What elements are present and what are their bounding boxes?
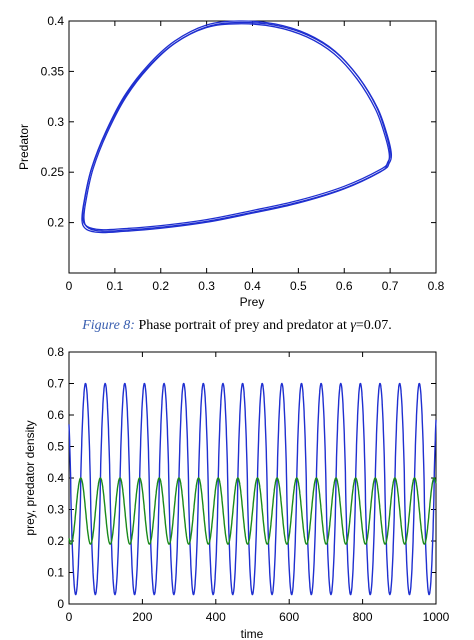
time-series-chart: 0 200 400 600 800 1000 0 0.1 0.2 0.3 0.4 0.5 0.6 0.7… (23, 345, 450, 640)
y-tick-label: 0.7 (47, 377, 64, 391)
phase-plot-frame (68, 20, 437, 274)
x-tick-label: 0.2 (152, 279, 169, 293)
gamma-symbol: γ (350, 318, 356, 333)
caption-text: Phase portrait of prey and predator at (138, 318, 347, 333)
y-tick-label: 0.6 (47, 408, 64, 422)
y-tick-label: 0.3 (47, 115, 64, 129)
x-tick-label: 1000 (423, 610, 450, 624)
phase-series (81, 20, 393, 234)
x-tick-label: 0.6 (336, 279, 353, 293)
y-tick-label: 0.25 (41, 165, 65, 179)
time-x-axis-label: time (241, 627, 264, 640)
y-tick-label: 0 (57, 597, 64, 611)
x-tick-label: 400 (206, 610, 226, 624)
time-y-axis-label: prey, predator density (23, 420, 37, 535)
y-tick-label: 0.8 (47, 345, 64, 359)
phase-x-ticks: 0 0.1 0.2 0.3 0.4 0.5 0.6 0.7 0.8 (66, 21, 445, 293)
x-tick-label: 0.7 (382, 279, 399, 293)
x-tick-label: 0.4 (244, 279, 261, 293)
x-tick-label: 0 (66, 610, 73, 624)
phase-x-axis-label: Prey (240, 295, 265, 309)
x-tick-label: 0.1 (107, 279, 124, 293)
phase-trajectory-line (83, 21, 393, 232)
x-tick-label: 0.5 (290, 279, 307, 293)
predator-series-line (68, 477, 437, 545)
x-tick-label: 0.8 (428, 279, 445, 293)
phase-y-axis-label: Predator (17, 124, 31, 170)
y-tick-label: 0.35 (41, 64, 65, 78)
time-x-ticks: 0 200 400 600 800 1000 (66, 352, 450, 624)
y-tick-label: 0.4 (47, 14, 64, 28)
y-tick-label: 0.2 (47, 534, 64, 548)
x-tick-label: 0.3 (198, 279, 215, 293)
gamma-value: =0.07. (355, 318, 392, 333)
time-y-ticks: 0 0.1 0.2 0.3 0.4 0.5 0.6 0.7 0.8 (47, 345, 436, 611)
y-tick-label: 0.3 (47, 503, 64, 517)
time-series-lines (68, 382, 437, 596)
x-tick-label: 600 (279, 610, 299, 624)
phase-trajectory-line (81, 23, 391, 234)
phase-trajectory-line (82, 20, 391, 231)
y-tick-label: 0.5 (47, 440, 64, 454)
prey-series-line (68, 382, 437, 596)
y-tick-label: 0.2 (47, 216, 64, 230)
phase-portrait-chart: 0 0.1 0.2 0.3 0.4 0.5 0.6 0.7 0.8 0.2 0.25 0.3 0.35… (17, 14, 445, 309)
figure-caption: Figure 8: Phase portrait of prey and pre… (0, 318, 474, 334)
x-tick-label: 200 (132, 610, 152, 624)
figure-label: Figure 8: (82, 318, 135, 333)
phase-y-ticks: 0.2 0.25 0.3 0.35 0.4 (41, 14, 436, 230)
x-tick-label: 0 (66, 279, 73, 293)
x-tick-label: 800 (353, 610, 373, 624)
y-tick-label: 0.1 (47, 566, 64, 580)
y-tick-label: 0.4 (47, 471, 64, 485)
